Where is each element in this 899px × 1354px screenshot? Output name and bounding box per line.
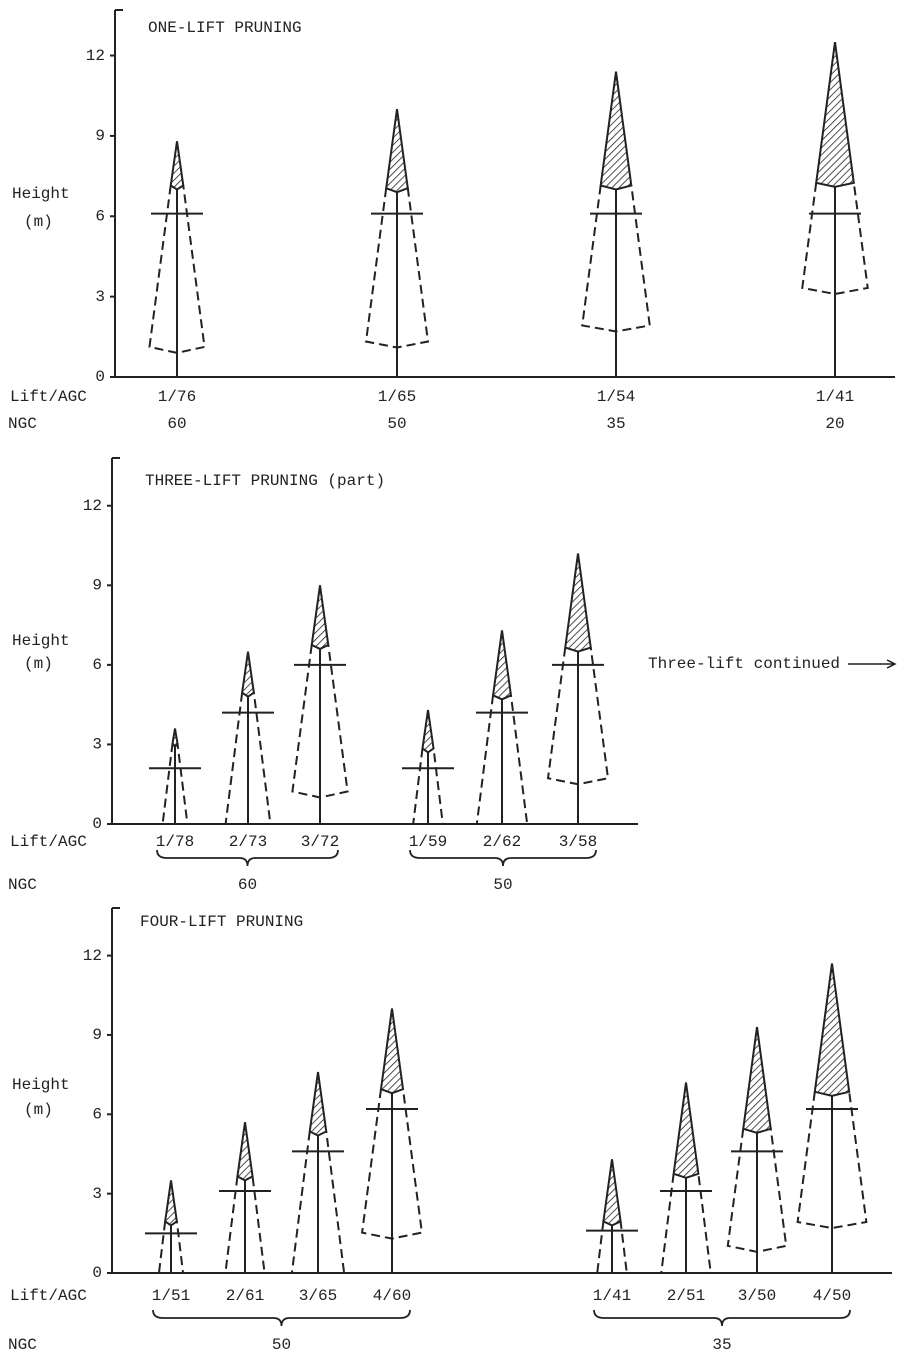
row-label: Lift/AGC (10, 1287, 87, 1305)
pruned-crown (161, 742, 189, 825)
y-tick-label: 12 (83, 947, 102, 965)
lift-agc-label: 1/59 (409, 833, 447, 851)
y-tick-label: 9 (92, 1026, 102, 1044)
lift-agc-label: 1/51 (152, 1287, 190, 1305)
lift-agc-label: 1/65 (378, 388, 416, 406)
green-crown (672, 1082, 700, 1179)
pruned-crown (157, 1221, 185, 1274)
panel-title: ONE-LIFT PRUNING (148, 19, 302, 37)
ngc-label: 50 (493, 876, 512, 894)
row-label: Lift/AGC (10, 833, 87, 851)
panel-title: FOUR-LIFT PRUNING (140, 913, 303, 931)
lift-agc-label: 1/76 (158, 388, 196, 406)
y-axis-unit: (m) (24, 1101, 53, 1119)
green-crown (742, 1026, 772, 1134)
green-crown (236, 1122, 254, 1182)
y-axis-label: Height (12, 632, 70, 650)
lift-agc-label: 2/62 (483, 833, 521, 851)
row-label: NGC (8, 876, 37, 894)
ngc-label: 35 (712, 1336, 731, 1354)
y-tick-label: 6 (92, 656, 102, 674)
ngc-label: 50 (272, 1336, 291, 1354)
y-axis-unit: (m) (24, 213, 53, 231)
lift-agc-label: 1/54 (597, 388, 635, 406)
green-crown (813, 963, 851, 1097)
ngc-label: 20 (825, 415, 844, 433)
lift-agc-label: 4/50 (813, 1287, 851, 1305)
group-brace (593, 1309, 851, 1327)
row-label: NGC (8, 415, 37, 433)
row-label: NGC (8, 1336, 37, 1354)
pruned-crown (148, 185, 206, 354)
pruned-crown (412, 748, 444, 825)
lift-agc-label: 3/72 (301, 833, 339, 851)
green-crown (385, 108, 409, 194)
ngc-label: 60 (238, 876, 257, 894)
ngc-label: 50 (387, 415, 406, 433)
y-tick-label: 3 (92, 1185, 102, 1203)
y-tick-label: 12 (83, 497, 102, 515)
pruned-crown (475, 695, 529, 825)
pruned-crown (596, 1221, 628, 1274)
pruned-crown (796, 1091, 868, 1230)
lift-agc-label: 1/41 (593, 1287, 631, 1305)
lift-agc-label: 3/65 (299, 1287, 337, 1305)
y-tick-label: 0 (92, 815, 102, 833)
pruned-crown (801, 182, 869, 295)
pruned-crown (360, 1089, 424, 1240)
pruned-crown (224, 1176, 266, 1274)
green-crown (308, 1071, 328, 1137)
lift-agc-label: 2/73 (229, 833, 267, 851)
y-tick-label: 3 (92, 736, 102, 754)
lift-agc-label: 2/51 (667, 1287, 705, 1305)
y-axis-label: Height (12, 185, 70, 203)
green-crown (421, 709, 435, 754)
green-crown (564, 553, 592, 653)
y-tick-label: 3 (95, 288, 105, 306)
y-tick-label: 12 (86, 47, 105, 65)
row-label: Lift/AGC (10, 388, 87, 406)
lift-agc-label: 4/60 (373, 1287, 411, 1305)
lift-agc-label: 2/61 (226, 1287, 264, 1305)
group-brace (156, 849, 339, 867)
green-crown (169, 141, 185, 191)
pruned-crown (290, 1131, 346, 1274)
pruned-crown (660, 1173, 712, 1274)
green-crown (379, 1008, 405, 1095)
green-crown (602, 1159, 622, 1227)
ngc-label: 35 (606, 415, 625, 433)
lift-agc-label: 1/41 (816, 388, 854, 406)
pruned-crown (224, 692, 272, 825)
green-crown (171, 728, 179, 750)
pruned-crown (364, 188, 430, 349)
y-tick-label: 6 (92, 1106, 102, 1124)
group-brace (409, 849, 597, 867)
green-crown (310, 585, 330, 651)
arrow-head (886, 659, 897, 669)
green-crown (241, 651, 255, 698)
panel-title: THREE-LIFT PRUNING (part) (145, 472, 385, 490)
green-crown (491, 630, 513, 701)
y-tick-label: 9 (95, 127, 105, 145)
green-crown (815, 42, 855, 188)
y-tick-label: 9 (92, 577, 102, 595)
green-crown (599, 71, 633, 191)
group-brace (152, 1309, 411, 1327)
pruned-crown (291, 644, 349, 799)
lift-agc-label: 3/58 (559, 833, 597, 851)
y-tick-label: 0 (92, 1264, 102, 1282)
lift-agc-label: 1/78 (156, 833, 194, 851)
y-axis-unit: (m) (24, 655, 53, 673)
pruned-crown (546, 647, 610, 786)
ngc-label: 60 (167, 415, 186, 433)
green-crown (164, 1180, 178, 1227)
pruned-crown (581, 185, 651, 333)
y-axis-label: Height (12, 1076, 70, 1094)
y-tick-label: 6 (95, 207, 105, 225)
annotation: Three-lift continued (648, 655, 840, 673)
pruned-crown (726, 1128, 788, 1253)
y-tick-label: 0 (95, 368, 105, 386)
lift-agc-label: 3/50 (738, 1287, 776, 1305)
